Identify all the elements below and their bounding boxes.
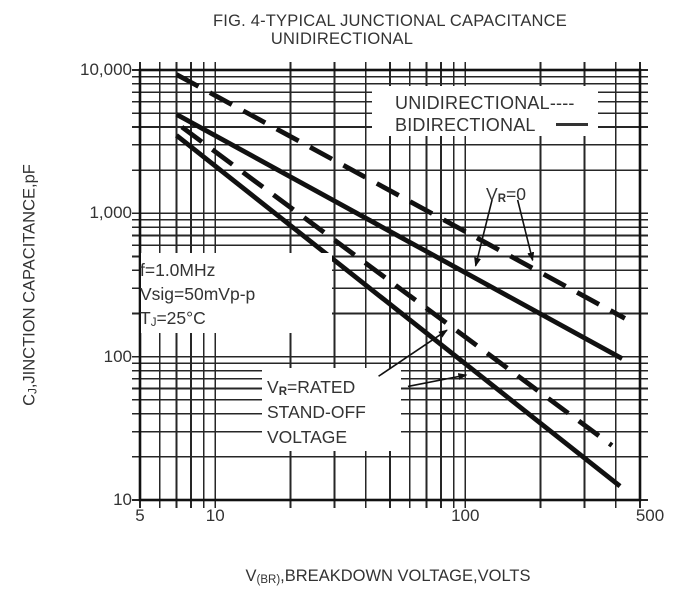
annotation-vr0: VR=0 bbox=[486, 184, 526, 205]
legend-entry-unidirectional: UNIDIRECTIONAL---- bbox=[395, 93, 575, 113]
legend-background bbox=[372, 86, 598, 136]
arrow-vr-rated-to-bidirectional-curve bbox=[407, 373, 468, 388]
chart-title-line1: FIG. 4-TYPICAL JUNCTIONAL CAPACITANCE bbox=[213, 12, 567, 30]
arrow-vr-0-to-unidirectional-curve bbox=[516, 199, 535, 262]
x-axis-title: V(BR),BREAKDOWN VOLTAGE,VOLTS bbox=[245, 567, 531, 586]
x-tick-label-100: 100 bbox=[451, 506, 480, 525]
solid-line-sample bbox=[556, 123, 588, 126]
arrows bbox=[378, 199, 535, 388]
arrow-vr-0-to-bidirectional-curve bbox=[474, 199, 493, 267]
conditions-background bbox=[141, 253, 332, 333]
legend-entry-bidirectional: BIDIRECTIONAL bbox=[395, 115, 536, 135]
y-tick-label-1000: 1,000 bbox=[89, 203, 132, 223]
vr-rated-background bbox=[262, 368, 401, 451]
condition-temperature: TJ=25°C bbox=[140, 308, 206, 329]
y-tick-label-10: 10 bbox=[113, 490, 132, 509]
y-tick-label-10000: 10,000 bbox=[80, 60, 132, 79]
condition-signal: Vsig=50mVp-p bbox=[140, 284, 256, 304]
dashed-line-sample: ---- bbox=[549, 93, 575, 113]
y-tick-label-100: 100 bbox=[103, 346, 132, 366]
x-tick-label-500: 500 bbox=[635, 506, 665, 525]
chart-title-line2: UNIDIRECTIONAL bbox=[270, 30, 414, 48]
y-axis-title: CJ,JINCTION CAPACITANCE,pF bbox=[20, 164, 40, 406]
annotation-vr-rated-line2: STAND-OFF bbox=[267, 402, 366, 422]
annotation-vr-rated-line3: VOLTAGE bbox=[267, 427, 348, 447]
x-tick-label-10: 10 bbox=[205, 506, 225, 525]
condition-frequency: f=1.0MHz bbox=[140, 260, 216, 280]
x-tick-label-5: 5 bbox=[135, 506, 145, 525]
annotation-vr-rated-line1: VR=RATED bbox=[267, 377, 356, 398]
